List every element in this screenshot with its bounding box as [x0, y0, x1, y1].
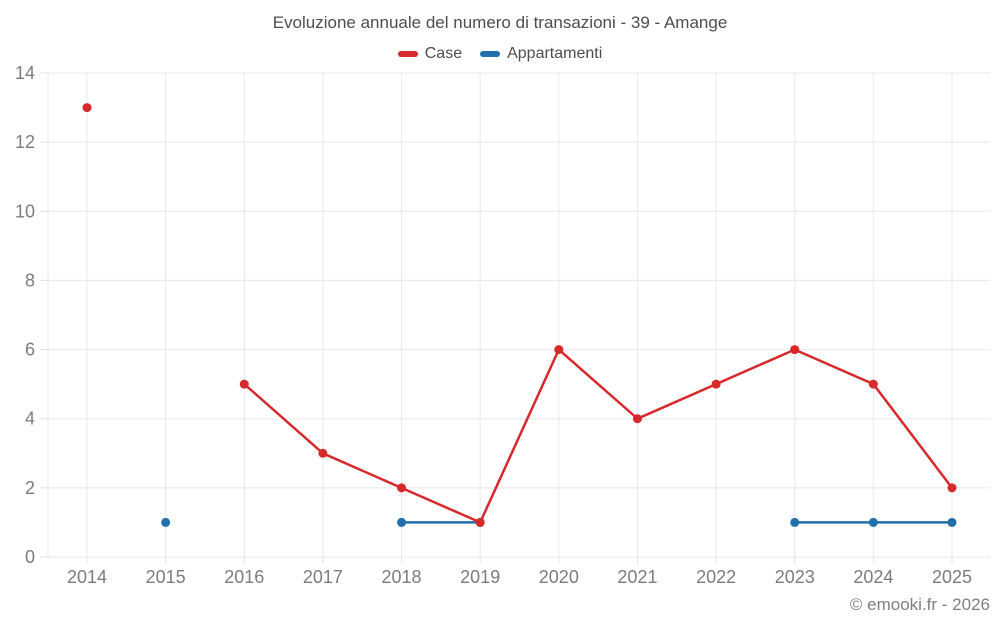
- y-tick-label-10: 10: [15, 201, 35, 221]
- x-tick-label-2025: 2025: [932, 567, 972, 587]
- y-tick-label-6: 6: [25, 340, 35, 360]
- x-tick-label-2017: 2017: [303, 567, 343, 587]
- point-case-2021[interactable]: [632, 414, 642, 424]
- x-tick-label-2020: 2020: [539, 567, 579, 587]
- y-tick-label-2: 2: [25, 478, 35, 498]
- x-tick-label-2019: 2019: [460, 567, 500, 587]
- legend-label-appartamenti: Appartamenti: [507, 45, 603, 62]
- point-case-2019[interactable]: [475, 517, 485, 527]
- legend-item-appartamenti[interactable]: Appartamenti: [480, 45, 602, 63]
- legend: Case Appartamenti: [0, 44, 1000, 64]
- legend-label-case: Case: [424, 45, 463, 62]
- point-appartamenti-2024[interactable]: [868, 517, 878, 527]
- x-tick-label-2022: 2022: [696, 567, 736, 587]
- x-tick-label-2014: 2014: [67, 567, 107, 587]
- point-appartamenti-2015[interactable]: [161, 517, 171, 527]
- x-tick-label-2015: 2015: [146, 567, 186, 587]
- point-appartamenti-2025[interactable]: [947, 517, 957, 527]
- point-case-2018[interactable]: [397, 483, 407, 493]
- point-case-2014[interactable]: [82, 103, 92, 113]
- footer-credit: © emooki.fr - 2026: [849, 595, 990, 614]
- point-case-2023[interactable]: [790, 345, 800, 355]
- chart-title: Evoluzione annuale del numero di transaz…: [272, 13, 728, 32]
- case-series-swatch-icon: [397, 51, 418, 57]
- point-case-2025[interactable]: [947, 483, 957, 493]
- legend-item-case[interactable]: Case: [397, 45, 463, 63]
- point-appartamenti-2023[interactable]: [790, 517, 800, 527]
- x-tick-label-2024: 2024: [853, 567, 893, 587]
- y-tick-label-4: 4: [25, 409, 35, 429]
- point-case-2020[interactable]: [554, 345, 564, 355]
- point-case-2016[interactable]: [239, 379, 249, 389]
- series-case-line: [243, 348, 954, 524]
- point-case-2024[interactable]: [868, 379, 878, 389]
- x-tick-label-2018: 2018: [382, 567, 422, 587]
- point-case-2022[interactable]: [711, 379, 721, 389]
- x-tick-label-2021: 2021: [617, 567, 657, 587]
- y-tick-label-0: 0: [25, 547, 35, 567]
- point-appartamenti-2018[interactable]: [397, 517, 407, 527]
- appartamenti-series-swatch-icon: [480, 51, 501, 57]
- y-tick-label-12: 12: [15, 132, 35, 152]
- y-tick-label-14: 14: [15, 63, 35, 83]
- x-tick-label-2016: 2016: [224, 567, 264, 587]
- x-tick-label-2023: 2023: [775, 567, 815, 587]
- point-case-2017[interactable]: [318, 448, 328, 458]
- y-tick-label-8: 8: [25, 270, 35, 290]
